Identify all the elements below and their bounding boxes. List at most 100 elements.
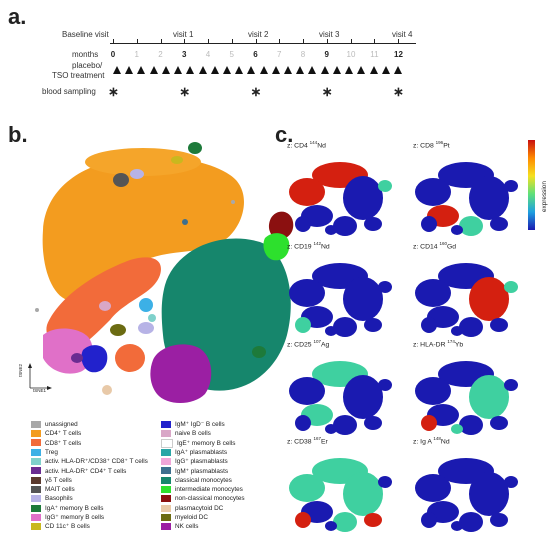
cluster-mait — [113, 173, 129, 187]
treatment-dose-marker — [394, 66, 402, 74]
heatmap-cluster — [415, 474, 451, 502]
legend-item: naive B cells — [161, 429, 211, 438]
cluster-treg — [139, 298, 153, 312]
blood-sampling-marker: ∗ — [393, 84, 404, 99]
heatmap-cluster — [490, 416, 508, 430]
legend-item: intermediate monocytes — [161, 485, 243, 494]
heatmap-cluster — [490, 318, 508, 332]
legend-swatch — [161, 467, 171, 475]
heatmap-cluster — [378, 180, 392, 192]
timeline-tick — [184, 39, 186, 44]
cluster-cd4-t-cells — [42, 148, 244, 302]
heatmap-cluster — [343, 176, 383, 220]
treatment-dose-marker — [222, 66, 231, 74]
blood-sampling-marker: ∗ — [250, 84, 262, 99]
heatmap-cluster — [504, 379, 518, 391]
treatment-dose-marker — [296, 66, 305, 74]
heatmap-cluster — [333, 216, 357, 236]
timeline-tick — [398, 39, 399, 44]
cluster-activ-cd4 — [71, 353, 83, 363]
heatmap-element: Yb — [454, 341, 464, 349]
heatmap-cluster — [451, 225, 463, 235]
panel-letter-c: c. — [275, 122, 294, 147]
months-label: months — [72, 50, 99, 59]
heatmap-marker-name: z: CD19 — [287, 243, 314, 251]
legend-swatch — [31, 476, 41, 484]
heatmap-element: Gd — [446, 243, 457, 251]
timeline-tick — [350, 39, 352, 44]
legend-label: NK cells — [175, 523, 199, 531]
legend-label: CD 11c⁺ B cells — [45, 523, 90, 531]
timeline-tick — [374, 39, 376, 44]
heatmap-cluster — [289, 279, 325, 307]
heatmap-cluster — [421, 415, 437, 431]
heatmap-cluster — [333, 415, 357, 435]
heatmap-cluster — [364, 513, 382, 527]
cluster-nonclassical-monocytes — [268, 211, 294, 240]
legend-label: classical monocytes — [175, 476, 232, 484]
treatment-dose-marker — [210, 66, 219, 74]
month-tick-label: 6 — [253, 50, 258, 59]
treatment-dose-marker — [259, 66, 268, 74]
month-tick-label: 9 — [324, 50, 329, 59]
expression-heatmap — [289, 162, 392, 236]
heatmap-cluster — [469, 176, 509, 220]
month-tick-label: 10 — [346, 50, 356, 59]
cluster-naive-b — [99, 301, 111, 311]
legend-swatch — [31, 458, 41, 465]
legend-label: intermediate monocytes — [175, 486, 243, 494]
cluster-activ-cd8 — [148, 314, 156, 322]
heatmap-cluster — [289, 474, 325, 502]
heatmap-cluster — [364, 318, 382, 332]
legend-item: γδ T cells — [31, 476, 72, 485]
cluster-igg-memory-b — [43, 328, 93, 374]
heatmap-cluster — [325, 521, 337, 531]
treatment-dose-marker — [284, 66, 293, 74]
expression-heatmap — [415, 263, 518, 337]
heatmap-cluster — [469, 277, 509, 321]
heatmap-marker-name: z: CD14 — [413, 243, 440, 251]
legend-item: activ. HLA-DR⁺/CD38⁺ CD8⁺ T cells — [31, 457, 148, 466]
cluster-myeloid-dc — [110, 324, 126, 336]
tsne-cluster-plot — [28, 142, 294, 403]
expression-heatmap — [289, 458, 392, 532]
heatmap-cluster — [421, 216, 437, 232]
heatmap-title: z: CD19 142Nd — [287, 241, 330, 250]
heatmap-cluster — [459, 317, 483, 337]
legend-item: activ. HLA-DR⁺ CD4⁺ T cells — [31, 467, 126, 476]
heatmap-isotope: 144 — [309, 140, 318, 145]
legend-item: unassigned — [31, 420, 78, 429]
cluster-iga-memory-b — [188, 142, 202, 154]
heatmap-cluster — [459, 512, 483, 532]
cluster-iga-plasmablasts — [252, 346, 266, 358]
legend-swatch — [31, 485, 41, 493]
visit-label-baseline: Baseline visit — [62, 30, 109, 39]
heatmap-marker-name: z: CD38 — [287, 438, 314, 446]
heatmap-element: Nd — [440, 438, 450, 446]
month-tick-label: 7 — [277, 50, 282, 59]
cluster-intermediate-monocytes — [263, 233, 290, 261]
heatmap-cluster — [451, 521, 463, 531]
timeline-tick — [231, 39, 233, 44]
legend-item: CD8⁺ T cells — [31, 439, 81, 448]
timeline-tick — [279, 39, 281, 44]
heatmap-cluster — [415, 279, 451, 307]
legend-item: IgA⁺ memory B cells — [31, 504, 103, 513]
legend-swatch — [31, 448, 41, 456]
legend-label: IgE⁺ memory B cells — [177, 439, 236, 447]
heatmap-isotope: 174 — [447, 339, 455, 344]
visit-label-2: visit 2 — [248, 30, 269, 39]
cluster-basophils — [138, 322, 154, 334]
treatment-dose-marker — [345, 66, 354, 74]
heatmap-cluster — [451, 326, 463, 336]
legend-item: CD 11c⁺ B cells — [31, 522, 90, 531]
blood-sampling-label: blood sampling — [42, 87, 96, 96]
colorbar-label: expression — [541, 181, 548, 212]
heatmap-cluster — [504, 281, 518, 293]
panel-letter-b: b. — [8, 122, 28, 147]
heatmap-cluster — [490, 217, 508, 231]
legend-label: Treg — [45, 448, 58, 456]
cluster-pdc — [102, 385, 112, 395]
heatmap-cluster — [415, 377, 451, 405]
legend-swatch — [31, 439, 41, 447]
